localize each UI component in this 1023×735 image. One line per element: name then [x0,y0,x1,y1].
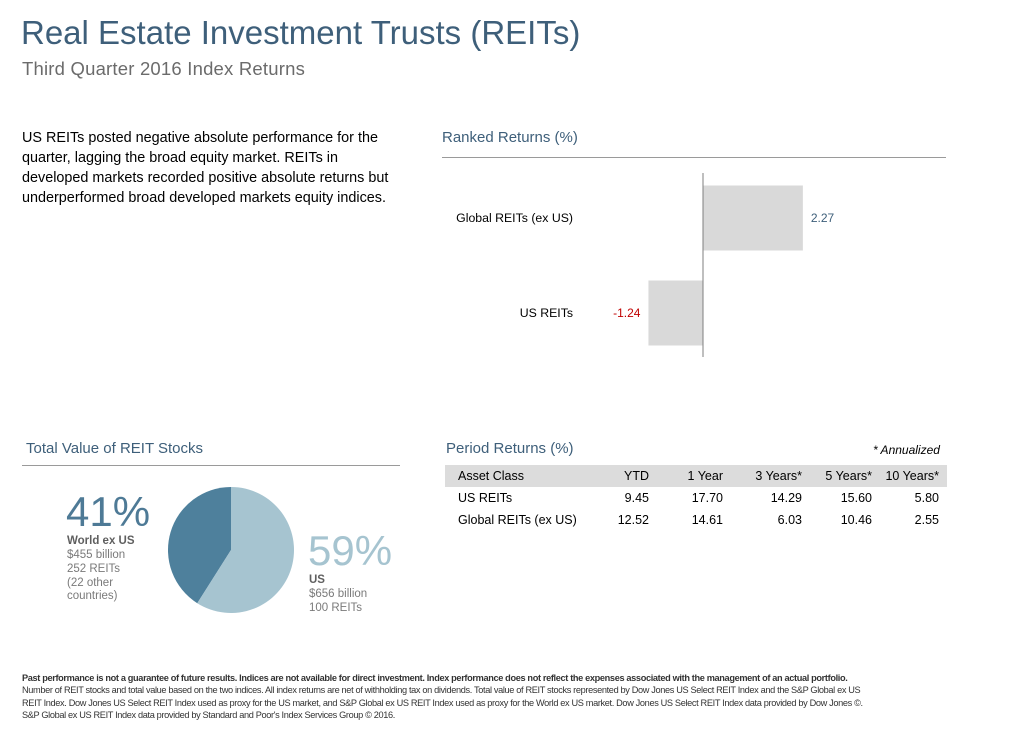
us-count: 100 REITs [309,602,363,614]
cell-3-years: 6.03 [777,513,802,527]
cell-10-years: 5.80 [914,491,939,505]
cell-3-years: 14.29 [770,491,802,505]
world-note-1: (22 other [67,577,114,589]
world-label: World ex US [67,535,135,547]
us-value: $656 billion [309,588,368,600]
cell-5-years: 15.60 [840,491,872,505]
category-label: US REITs [520,306,573,320]
data-label: 2.27 [811,211,835,225]
category-label: Global REITs (ex US) [456,211,573,225]
data-label: -1.24 [613,306,641,320]
annualized-note: * Annualized [873,443,940,457]
cell-10-years: 2.55 [914,513,939,527]
col-header-10-years: 10 Years* [872,465,947,487]
col-header-5-years: 5 Years* [802,465,872,487]
total-value-heading: Total Value of REIT Stocks [26,440,204,457]
cell-5-years: 10.46 [840,513,872,527]
cell-1-year: 14.61 [691,513,723,527]
ranked-returns-rule [442,157,946,158]
cell-asset-class: US REITs [458,491,513,505]
table-row: US REITs 9.45 17.70 14.29 15.60 5.80 [445,487,947,509]
col-header-3-years: 3 Years* [723,465,802,487]
cell-ytd: 12.52 [617,513,649,527]
us-pct: 59% [308,527,393,574]
col-header-1-year: 1 Year [649,465,723,487]
page-title: Real Estate Investment Trusts (REITs) [21,14,581,51]
cell-1-year: 17.70 [691,491,723,505]
bar [648,280,703,346]
ranked-returns-chart: Global REITs (ex US) 2.27 US REITs -1.24 [456,173,835,357]
footnote-disclaimer: Past performance is not a guarantee of f… [22,673,848,683]
world-count: 252 REITs [67,563,121,575]
total-value-pie-chart [167,487,294,613]
us-label: US [309,574,325,586]
col-header-ytd: YTD [607,465,649,487]
footnote-line-3: S&P Global ex US REIT Index data provide… [22,709,395,720]
intro-paragraph: US REITs posted negative absolute perfor… [22,130,389,206]
cell-asset-class: Global REITs (ex US) [458,513,577,527]
ranked-returns-heading: Ranked Returns (%) [442,129,578,146]
cell-ytd: 9.45 [624,491,649,505]
footnote-line-1: Number of REIT stocks and total value ba… [22,685,861,696]
world-note-2: countries) [67,590,118,602]
col-header-asset-class: Asset Class [445,465,607,487]
pie-slice [167,487,231,604]
footnote: Past performance is not a guarantee of f… [22,672,912,721]
world-pct: 41% [66,488,151,535]
pie-slice [197,487,294,613]
footnote-line-2: REIT Index. Dow Jones US Select REIT Ind… [22,697,863,708]
bar [703,185,803,251]
period-returns-table: Asset Class YTD 1 Year 3 Years* 5 Years*… [445,465,947,531]
total-value-rule [22,465,400,466]
page-subtitle: Third Quarter 2016 Index Returns [22,58,306,79]
world-value: $455 billion [67,549,126,561]
table-row: Global REITs (ex US) 12.52 14.61 6.03 10… [445,509,947,531]
period-returns-heading: Period Returns (%) [446,440,574,457]
table-header-row: Asset Class YTD 1 Year 3 Years* 5 Years*… [445,465,947,487]
